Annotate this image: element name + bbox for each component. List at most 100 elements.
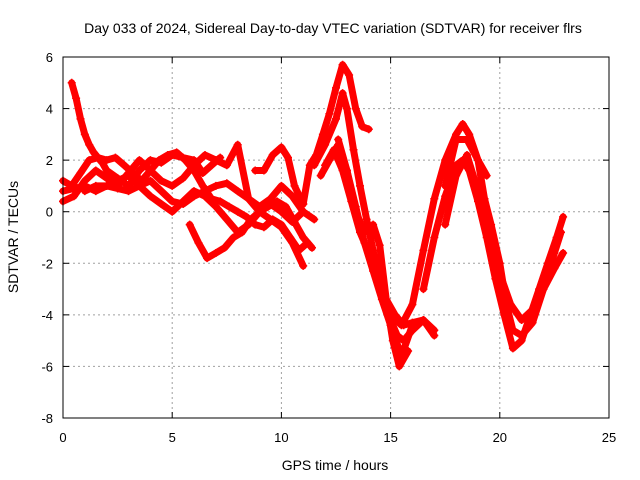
data-point: [452, 171, 461, 180]
data-point: [388, 336, 397, 345]
data-point: [190, 192, 198, 201]
data-point: [124, 171, 133, 180]
data-point: [482, 171, 491, 180]
data-point: [382, 295, 391, 304]
data-point: [69, 192, 78, 201]
data-point: [356, 181, 364, 190]
data-point: [76, 114, 85, 123]
data-point: [277, 181, 286, 190]
data-point: [345, 71, 354, 79]
data-point: [325, 109, 334, 118]
series-track-15: [441, 135, 491, 190]
data-point: [281, 202, 290, 211]
data-point: [452, 135, 461, 144]
data-point: [85, 156, 94, 165]
data-point: [517, 336, 526, 345]
data-point: [201, 151, 209, 159]
data-point: [430, 233, 439, 242]
data-point: [299, 200, 308, 208]
y-tick-label: 4: [46, 102, 53, 117]
data-point: [528, 305, 537, 314]
x-tick-label: 20: [493, 430, 507, 445]
data-point: [419, 246, 428, 255]
y-tick-label: 6: [46, 50, 53, 65]
data-point: [72, 94, 81, 103]
data-point: [284, 153, 292, 162]
series-track-7: [251, 143, 308, 208]
data-point: [290, 218, 299, 226]
data-point: [222, 215, 231, 224]
data-point: [146, 156, 155, 165]
data-point: [124, 181, 133, 190]
data-point: [259, 166, 268, 175]
plot-frame: [62, 56, 610, 419]
data-point: [299, 233, 308, 242]
data-point: [264, 202, 273, 211]
data-point: [299, 261, 308, 270]
data-point: [342, 166, 351, 175]
data-point: [408, 318, 417, 327]
data-point: [168, 181, 177, 190]
data-point: [338, 89, 347, 98]
data-point: [146, 176, 155, 185]
data-point: [277, 223, 286, 232]
data-point: [220, 243, 229, 252]
data-point: [550, 264, 559, 273]
data-point: [194, 238, 203, 247]
data-point: [89, 148, 98, 157]
data-point: [351, 207, 360, 216]
data-point: [222, 179, 231, 188]
data-point: [500, 310, 509, 319]
data-point: [404, 347, 413, 355]
data-point: [395, 362, 404, 371]
series-line: [310, 89, 438, 345]
data-point: [207, 161, 216, 170]
data-point: [397, 321, 406, 330]
y-tick-label: -4: [41, 308, 53, 323]
data-point: [463, 135, 471, 144]
x-tick-label: 5: [169, 430, 176, 445]
data-point: [559, 212, 568, 221]
data-point: [474, 156, 482, 165]
y-tick-label: -6: [41, 359, 53, 374]
data-point: [559, 249, 568, 257]
data-point: [268, 151, 277, 159]
data-point: [233, 187, 242, 196]
data-point: [113, 184, 122, 193]
data-series: [59, 60, 568, 371]
data-point: [430, 326, 439, 335]
data-point: [362, 215, 371, 224]
x-axis-label: GPS time / hours: [282, 457, 389, 473]
data-point: [93, 153, 102, 162]
data-point: [290, 181, 299, 190]
data-point: [259, 223, 268, 232]
series-line: [387, 120, 565, 339]
data-point: [458, 120, 467, 128]
data-point: [203, 254, 212, 263]
data-point: [288, 192, 297, 201]
x-tick-label: 15: [383, 430, 397, 445]
data-point: [318, 130, 327, 139]
data-point: [85, 140, 94, 149]
data-point: [157, 176, 166, 185]
data-point: [80, 130, 89, 139]
y-tick-label: -2: [41, 256, 53, 271]
data-point: [308, 243, 316, 252]
data-point: [332, 83, 340, 92]
y-tick-label: 0: [46, 205, 53, 220]
data-point: [229, 233, 238, 242]
chart-title: Day 033 of 2024, Sidereal Day-to-day VTE…: [84, 20, 582, 36]
data-point: [216, 197, 225, 206]
data-point: [369, 220, 378, 229]
data-point: [238, 228, 247, 237]
data-point: [120, 161, 129, 170]
data-point: [364, 125, 373, 134]
data-point: [135, 181, 144, 190]
y-tick-label: -8: [41, 411, 53, 426]
data-point: [441, 220, 450, 229]
data-point: [342, 104, 351, 113]
data-point: [233, 140, 242, 149]
data-point: [179, 174, 188, 183]
data-point: [98, 158, 107, 167]
